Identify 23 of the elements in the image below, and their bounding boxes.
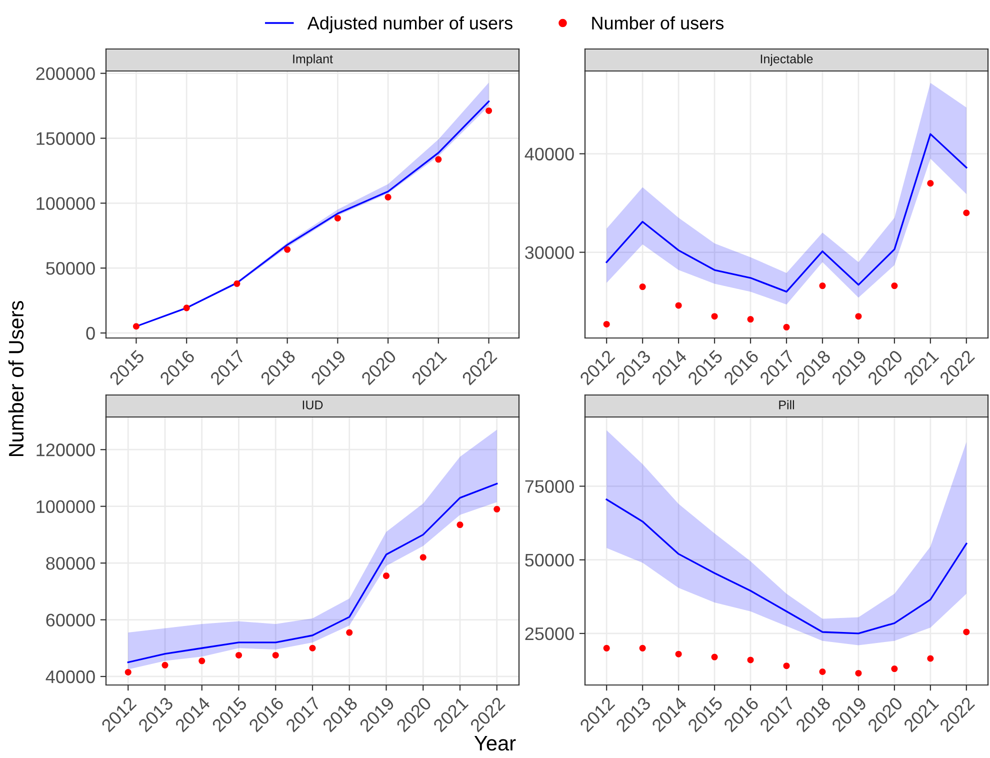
legend-label: Number of users <box>592 16 724 30</box>
y-tick-label: 40000 <box>46 670 95 684</box>
y-tick-label: 60000 <box>46 614 95 626</box>
y-tick-label: 100000 <box>36 500 95 514</box>
y-tick-label: 80000 <box>46 556 95 570</box>
y-tick-label: 150000 <box>36 132 95 145</box>
chart-title: IUD <box>302 400 323 410</box>
y-tick-label: 50000 <box>525 554 574 567</box>
chart-title: Injectable <box>760 54 813 66</box>
y-tick-label: 25000 <box>525 627 574 640</box>
chart-title: Pill <box>779 400 794 410</box>
x-axis-title: Year <box>474 736 516 751</box>
legend-label: Adjusted number of users <box>307 16 512 34</box>
y-tick-label: 75000 <box>525 480 574 493</box>
y-tick-label: 100000 <box>36 197 95 210</box>
y-tick-label: 200000 <box>36 67 95 80</box>
y-tick-label: 30000 <box>525 246 574 260</box>
y-tick-label: 40000 <box>524 148 574 160</box>
y-axis-title: Number of Users <box>8 301 24 456</box>
y-tick-label: 50000 <box>46 262 95 275</box>
y-tick-label: 0 <box>86 326 95 340</box>
y-tick-label: 120000 <box>36 444 95 456</box>
chart-title: Implant <box>293 54 333 66</box>
